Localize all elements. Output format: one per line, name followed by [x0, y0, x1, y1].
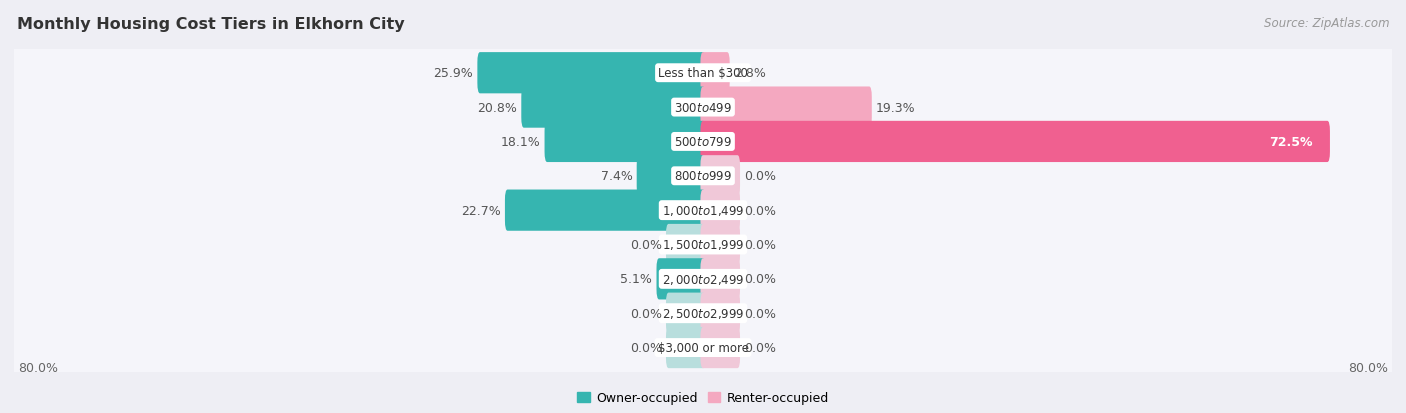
- Text: 0.0%: 0.0%: [744, 238, 776, 252]
- Text: 7.4%: 7.4%: [600, 170, 633, 183]
- FancyBboxPatch shape: [13, 111, 1393, 173]
- FancyBboxPatch shape: [13, 43, 1393, 105]
- Text: 0.0%: 0.0%: [744, 341, 776, 354]
- Text: Source: ZipAtlas.com: Source: ZipAtlas.com: [1264, 17, 1389, 29]
- FancyBboxPatch shape: [637, 156, 706, 197]
- Text: 0.0%: 0.0%: [744, 204, 776, 217]
- FancyBboxPatch shape: [13, 78, 1393, 140]
- Text: $2,000 to $2,499: $2,000 to $2,499: [662, 272, 744, 286]
- Text: $2,500 to $2,999: $2,500 to $2,999: [662, 306, 744, 320]
- FancyBboxPatch shape: [657, 259, 706, 300]
- Text: 0.0%: 0.0%: [744, 273, 776, 286]
- FancyBboxPatch shape: [13, 316, 1393, 379]
- FancyBboxPatch shape: [13, 215, 1393, 277]
- FancyBboxPatch shape: [478, 53, 706, 94]
- FancyBboxPatch shape: [700, 293, 740, 334]
- FancyBboxPatch shape: [13, 77, 1393, 139]
- Text: 0.0%: 0.0%: [744, 170, 776, 183]
- Text: $500 to $799: $500 to $799: [673, 135, 733, 149]
- FancyBboxPatch shape: [13, 248, 1393, 310]
- Text: 22.7%: 22.7%: [461, 204, 501, 217]
- Text: $1,500 to $1,999: $1,500 to $1,999: [662, 238, 744, 252]
- Text: 0.0%: 0.0%: [630, 341, 662, 354]
- Text: 80.0%: 80.0%: [1347, 361, 1388, 374]
- Text: Monthly Housing Cost Tiers in Elkhorn City: Monthly Housing Cost Tiers in Elkhorn Ci…: [17, 17, 405, 31]
- FancyBboxPatch shape: [13, 145, 1393, 208]
- FancyBboxPatch shape: [700, 327, 740, 368]
- FancyBboxPatch shape: [13, 180, 1393, 243]
- FancyBboxPatch shape: [666, 224, 706, 266]
- Text: $3,000 or more: $3,000 or more: [658, 341, 748, 354]
- Text: 19.3%: 19.3%: [876, 101, 915, 114]
- Text: 18.1%: 18.1%: [501, 135, 540, 149]
- Text: $300 to $499: $300 to $499: [673, 101, 733, 114]
- FancyBboxPatch shape: [700, 156, 740, 197]
- Text: 0.0%: 0.0%: [744, 307, 776, 320]
- Text: 80.0%: 80.0%: [18, 361, 59, 374]
- FancyBboxPatch shape: [700, 121, 1330, 163]
- Text: 0.0%: 0.0%: [630, 307, 662, 320]
- FancyBboxPatch shape: [13, 249, 1393, 311]
- FancyBboxPatch shape: [13, 282, 1393, 344]
- FancyBboxPatch shape: [700, 190, 740, 231]
- FancyBboxPatch shape: [13, 318, 1393, 380]
- FancyBboxPatch shape: [700, 53, 730, 94]
- Legend: Owner-occupied, Renter-occupied: Owner-occupied, Renter-occupied: [578, 391, 828, 404]
- Text: 20.8%: 20.8%: [477, 101, 517, 114]
- FancyBboxPatch shape: [700, 224, 740, 266]
- Text: Less than $300: Less than $300: [658, 67, 748, 80]
- Text: 5.1%: 5.1%: [620, 273, 652, 286]
- Text: 2.8%: 2.8%: [734, 67, 766, 80]
- Text: $1,000 to $1,499: $1,000 to $1,499: [662, 204, 744, 218]
- FancyBboxPatch shape: [522, 87, 706, 128]
- Text: 25.9%: 25.9%: [433, 67, 472, 80]
- FancyBboxPatch shape: [13, 283, 1393, 346]
- Text: $800 to $999: $800 to $999: [673, 170, 733, 183]
- FancyBboxPatch shape: [13, 214, 1393, 276]
- FancyBboxPatch shape: [544, 121, 706, 163]
- FancyBboxPatch shape: [13, 146, 1393, 209]
- FancyBboxPatch shape: [13, 179, 1393, 242]
- FancyBboxPatch shape: [13, 43, 1393, 106]
- Text: 72.5%: 72.5%: [1270, 135, 1313, 149]
- FancyBboxPatch shape: [700, 259, 740, 300]
- Text: 0.0%: 0.0%: [630, 238, 662, 252]
- FancyBboxPatch shape: [666, 327, 706, 368]
- FancyBboxPatch shape: [700, 87, 872, 128]
- FancyBboxPatch shape: [666, 293, 706, 334]
- FancyBboxPatch shape: [505, 190, 706, 231]
- FancyBboxPatch shape: [13, 112, 1393, 174]
